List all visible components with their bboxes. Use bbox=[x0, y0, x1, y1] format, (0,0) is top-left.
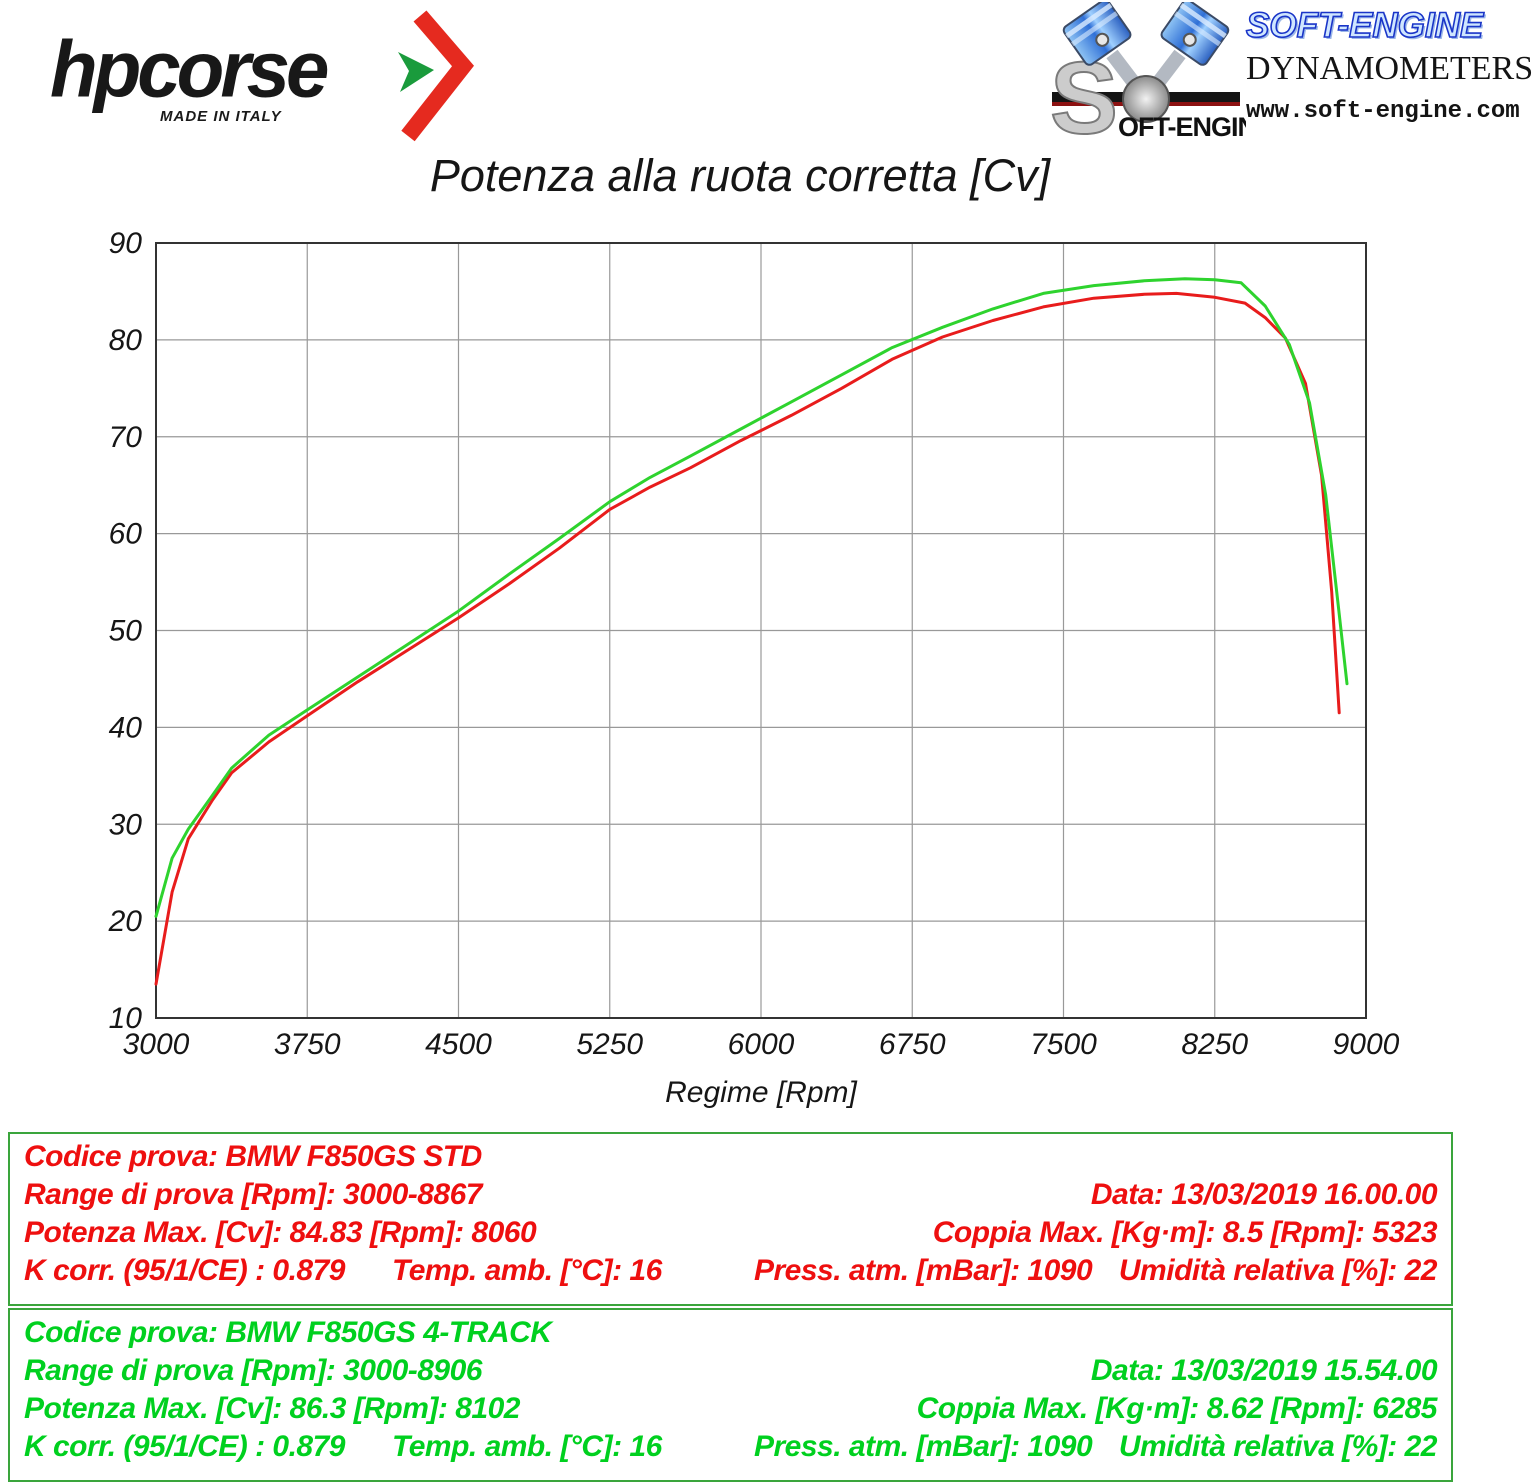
hpcorse-logo: hpcorse MADE IN ITALY bbox=[30, 6, 475, 142]
std-coppia-max: Coppia Max. [Kg·m]: 8.5 [Rpm]: 5323 bbox=[932, 1216, 1438, 1249]
std-range: Range di prova [Rpm]: 3000-8867 bbox=[24, 1178, 482, 1211]
curve-4track bbox=[154, 277, 1349, 918]
chart-title: Potenza alla ruota corretta [Cv] bbox=[429, 150, 1051, 201]
y-tick-label: 90 bbox=[109, 228, 143, 260]
x-tick-label: 5250 bbox=[576, 1028, 643, 1061]
4track-potenza-max: Potenza Max. [Cv]: 86.3 [Rpm]: 8102 bbox=[24, 1392, 520, 1425]
plot-border bbox=[155, 242, 1367, 1019]
svg-text:S: S bbox=[1050, 41, 1118, 144]
softengine-brand-text: SOFT-ENGINE bbox=[1245, 5, 1484, 46]
4track-umidita: Umidità relativa [%]: 22 bbox=[1118, 1430, 1438, 1463]
x-tick-label: 8250 bbox=[1181, 1028, 1248, 1061]
std-temp: Temp. amb. [°C]: 16 bbox=[392, 1254, 662, 1287]
power-curve-chart: 10 20 30 40 50 60 70 80 90 3000 3750 4500 5250 6000 67… bbox=[108, 228, 1400, 1109]
4track-codice-prova: Codice prova: BMW F850GS 4-TRACK bbox=[24, 1316, 552, 1349]
y-tick-label: 50 bbox=[109, 615, 143, 648]
4track-k-corr: K corr. (95/1/CE) : 0.879 bbox=[24, 1430, 346, 1463]
y-tick-label: 20 bbox=[108, 905, 143, 938]
x-tick-label: 3000 bbox=[123, 1028, 190, 1061]
hpcorse-brand-text: hpcorse bbox=[50, 24, 329, 114]
y-tick-label: 40 bbox=[109, 711, 143, 744]
y-tick-label: 10 bbox=[109, 1002, 143, 1035]
std-codice-prova: Codice prova: BMW F850GS STD bbox=[24, 1140, 482, 1173]
x-tick-label: 6000 bbox=[728, 1028, 795, 1061]
x-tick-label: 6750 bbox=[879, 1028, 946, 1061]
std-k-corr: K corr. (95/1/CE) : 0.879 bbox=[24, 1254, 346, 1287]
softengine-logo-text: SOFT-ENGINE DYNAMOMETERS www.soft-engine… bbox=[1245, 5, 1535, 125]
std-umidita: Umidità relativa [%]: 22 bbox=[1118, 1254, 1438, 1287]
x-tick-label: 4500 bbox=[425, 1028, 492, 1061]
result-box-4track: Codice prova: BMW F850GS 4-TRACK Range d… bbox=[8, 1308, 1453, 1482]
x-axis-label: Regime [Rpm] bbox=[665, 1076, 857, 1109]
4track-data: Data: 13/03/2019 15.54.00 bbox=[1090, 1354, 1438, 1387]
curve-std bbox=[154, 291, 1341, 986]
y-tick-label: 60 bbox=[109, 518, 143, 551]
4track-range: Range di prova [Rpm]: 3000-8906 bbox=[24, 1354, 482, 1387]
softengine-pistons-icon: S OFT-ENGINE bbox=[1049, 2, 1246, 144]
4track-press: Press. atm. [mBar]: 1090 bbox=[754, 1430, 1093, 1463]
hpcorse-tagline: MADE IN ITALY bbox=[160, 108, 282, 125]
x-tick-label: 9000 bbox=[1333, 1028, 1400, 1061]
4track-temp: Temp. amb. [°C]: 16 bbox=[392, 1430, 662, 1463]
result-box-std: Codice prova: BMW F850GS STD Range di pr… bbox=[8, 1132, 1453, 1306]
softengine-icon-text: OFT-ENGINE bbox=[1118, 112, 1246, 142]
softengine-url: www.soft-engine.com bbox=[1246, 98, 1520, 125]
std-press: Press. atm. [mBar]: 1090 bbox=[754, 1254, 1093, 1287]
softengine-subtitle: DYNAMOMETERS bbox=[1246, 50, 1534, 87]
y-tick-label: 30 bbox=[109, 808, 143, 841]
x-tick-label: 7500 bbox=[1030, 1028, 1097, 1061]
std-data: Data: 13/03/2019 16.00.00 bbox=[1090, 1178, 1438, 1211]
x-tick-label: 3750 bbox=[274, 1028, 341, 1061]
4track-coppia-max: Coppia Max. [Kg·m]: 8.62 [Rpm]: 6285 bbox=[916, 1392, 1438, 1425]
y-tick-label: 80 bbox=[109, 324, 143, 357]
hpcorse-arrow-icon bbox=[398, 10, 475, 142]
std-potenza-max: Potenza Max. [Cv]: 84.83 [Rpm]: 8060 bbox=[24, 1216, 537, 1249]
y-tick-label: 70 bbox=[109, 421, 143, 454]
